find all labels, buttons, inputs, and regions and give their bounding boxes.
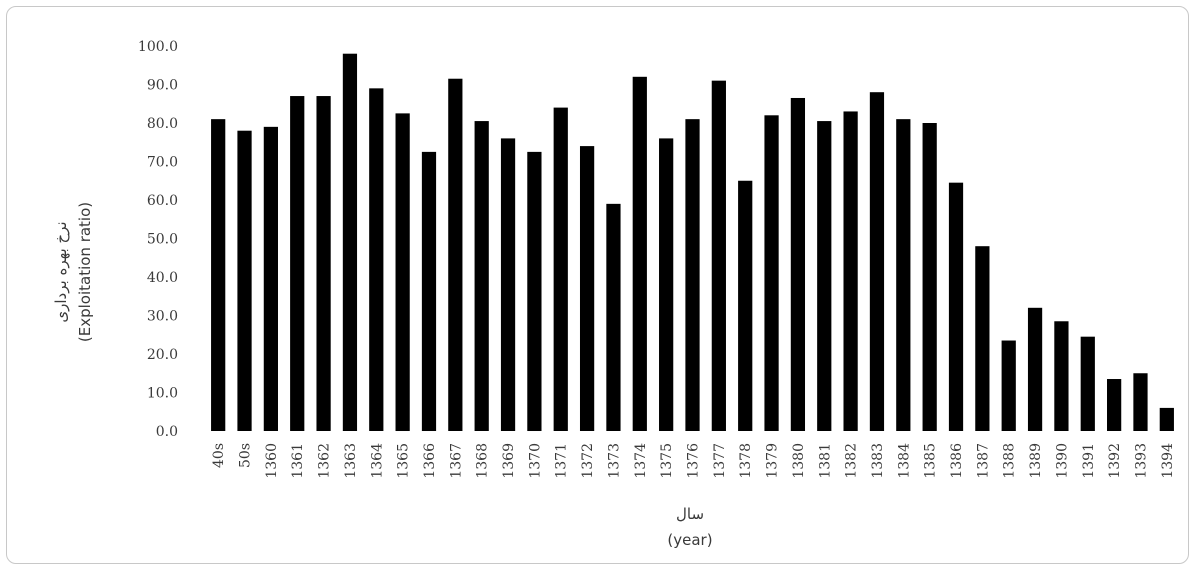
bar <box>421 151 437 432</box>
y-axis-ticks: 0.0 10.0 20.0 30.0 40.0 50.0 60.0 70.0 80.0 90.0 1… <box>138 39 178 440</box>
chart-frame <box>6 6 1189 564</box>
x-tick-label: 1394 <box>1160 443 1176 479</box>
bar <box>817 121 832 431</box>
x-tick-label: 1385 <box>923 443 939 479</box>
y-tick-label: 90.0 <box>147 78 178 94</box>
x-axis-title-english: (year) <box>667 531 712 549</box>
x-tick-label: 1390 <box>1054 443 1070 479</box>
bar <box>474 121 489 431</box>
x-tick-label: 1366 <box>422 443 438 479</box>
bar <box>1107 379 1122 431</box>
bar <box>290 96 305 432</box>
bar <box>685 119 700 432</box>
y-tick-label: 70.0 <box>147 155 178 171</box>
x-tick-label: 1391 <box>1081 443 1097 479</box>
bar <box>869 92 885 431</box>
x-tick-label: 1369 <box>501 443 517 479</box>
bar <box>922 123 937 431</box>
x-tick-label: 40s <box>211 443 227 468</box>
bar <box>843 111 858 431</box>
bar <box>448 78 463 431</box>
bar <box>1133 373 1148 431</box>
bar <box>1054 321 1069 431</box>
x-tick-label: 1364 <box>369 443 385 479</box>
x-tick-label: 1381 <box>817 443 833 479</box>
x-tick-label: 1367 <box>448 443 464 479</box>
y-axis-title-english: (Exploitation ratio) <box>76 202 94 342</box>
x-tick-label: 1393 <box>1133 443 1149 479</box>
x-tick-label: 1379 <box>765 443 781 479</box>
x-tick-label: 1360 <box>264 443 280 479</box>
bar <box>764 115 779 432</box>
x-tick-label: 1368 <box>475 443 491 479</box>
x-tick-label: 1388 <box>1002 443 1018 479</box>
y-axis-title: نرخ بهره برداری <box>52 221 70 322</box>
x-tick-label: 1383 <box>870 443 886 479</box>
y-tick-label: 40.0 <box>147 270 178 286</box>
x-tick-label: 1374 <box>633 443 649 479</box>
x-tick-label: 50s <box>238 443 254 468</box>
y-tick-label: 20.0 <box>147 347 178 363</box>
bar <box>711 80 726 432</box>
bar <box>263 126 278 431</box>
x-tick-label: 1370 <box>527 443 543 479</box>
x-tick-label: 1378 <box>738 443 754 479</box>
bar <box>211 119 226 432</box>
x-tick-label: 1372 <box>580 443 596 479</box>
y-tick-label: 50.0 <box>147 232 178 248</box>
bar <box>1159 407 1174 431</box>
bar <box>896 119 911 432</box>
bar <box>395 113 410 432</box>
x-tick-label: 1380 <box>791 443 807 479</box>
bar <box>1027 307 1043 431</box>
bar <box>342 53 358 431</box>
x-tick-label: 1373 <box>606 443 622 479</box>
bar <box>659 138 674 431</box>
bar <box>527 151 542 432</box>
y-tick-label: 100.0 <box>138 39 178 55</box>
x-axis-title: سال <box>676 505 704 523</box>
bars <box>211 53 1174 432</box>
x-tick-label: 1362 <box>317 443 333 479</box>
bar <box>975 246 990 431</box>
bar <box>1080 336 1095 431</box>
bar <box>316 96 331 432</box>
y-tick-label: 60.0 <box>147 193 178 209</box>
bar <box>738 180 753 431</box>
x-tick-label: 1389 <box>1028 443 1044 479</box>
bar <box>369 88 384 431</box>
bar <box>1001 340 1016 431</box>
bar <box>790 97 806 431</box>
x-tick-label: 1376 <box>686 443 702 479</box>
y-tick-label: 0.0 <box>156 424 178 440</box>
x-axis-ticks: 40s 50s 1360 1361 1362 1363 1364 1365 1366 1367 13… <box>211 443 1176 479</box>
bar <box>948 182 964 431</box>
x-tick-label: 1382 <box>844 443 860 479</box>
x-tick-label: 1361 <box>290 443 306 479</box>
y-tick-label: 30.0 <box>147 309 178 325</box>
bar <box>500 138 516 431</box>
bar <box>632 76 647 432</box>
x-tick-label: 1375 <box>659 443 675 479</box>
bar <box>579 146 595 431</box>
x-tick-label: 1371 <box>554 443 570 479</box>
x-tick-label: 1392 <box>1107 443 1123 479</box>
bar <box>606 203 621 431</box>
x-tick-label: 1377 <box>712 443 728 479</box>
x-tick-label: 1387 <box>975 443 991 479</box>
x-tick-label: 1363 <box>343 443 359 479</box>
x-tick-label: 1384 <box>896 443 912 479</box>
x-tick-label: 1365 <box>396 443 412 479</box>
x-tick-label: 1386 <box>949 443 965 479</box>
bar <box>237 130 252 431</box>
y-tick-label: 10.0 <box>147 386 178 402</box>
y-tick-label: 80.0 <box>147 116 178 132</box>
bar <box>553 107 568 431</box>
